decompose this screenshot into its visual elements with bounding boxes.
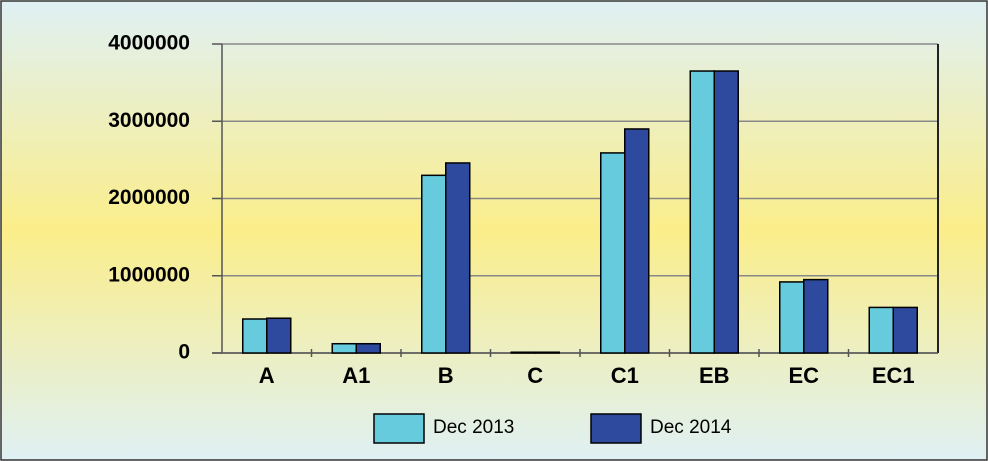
y-tick-label: 1000000 (108, 263, 190, 286)
x-tick-label: C (527, 363, 543, 388)
bar (803, 278, 829, 354)
x-tick-label: C1 (611, 363, 639, 388)
legend-label: Dec 2013 (433, 417, 514, 438)
bar (331, 342, 357, 354)
y-tick-label: 0 (178, 341, 190, 364)
y-tick-label: 4000000 (108, 32, 190, 55)
bar (510, 351, 536, 354)
x-tick-label: A1 (342, 363, 370, 388)
bar (355, 342, 381, 354)
x-tick-label: EC1 (872, 363, 915, 388)
bar (689, 70, 715, 354)
bar (445, 162, 471, 354)
bar (624, 128, 650, 354)
bar (534, 351, 560, 354)
legend-label: Dec 2014 (650, 417, 732, 438)
bar (600, 152, 626, 354)
legend-swatch (373, 413, 425, 444)
x-tick-label: A (259, 363, 275, 388)
bar (713, 70, 739, 354)
legend-swatch (590, 413, 642, 444)
bar (242, 318, 268, 354)
bar (892, 306, 918, 354)
bar (266, 317, 292, 354)
bar (779, 281, 805, 354)
y-tick-label: 3000000 (108, 109, 190, 132)
bar (868, 306, 894, 354)
x-tick-label: EB (699, 363, 730, 388)
bar (421, 174, 447, 354)
y-tick-label: 2000000 (108, 186, 190, 209)
x-tick-label: EC (788, 363, 819, 388)
x-tick-label: B (438, 363, 454, 388)
